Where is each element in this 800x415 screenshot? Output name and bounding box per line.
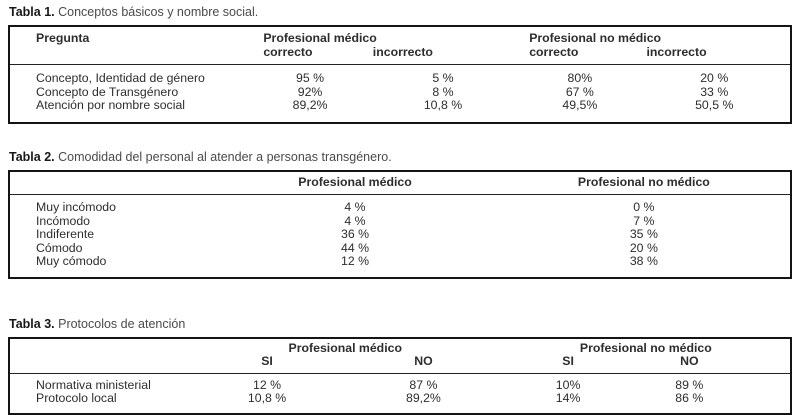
table1-header-profesional-no-medico: Profesional no médico (529, 31, 662, 45)
table3-header: Profesional médico Profesional no médico… (9, 337, 791, 374)
cell-value: 35 % (629, 228, 658, 241)
table-row: Cómodo 44 % 20 % (9, 242, 791, 256)
row-label: Indiferente (36, 228, 95, 241)
table-row: Concepto, Identidad de género 95 % 5 % 8… (9, 65, 791, 86)
table2: Profesional médico Profesional no médico… (8, 169, 792, 279)
cell-value: 89,2% (292, 99, 328, 112)
cell-value: 10,8 % (423, 99, 463, 112)
table3-header-profesional-medico: Profesional médico (288, 340, 402, 355)
cell-value: 36 % (341, 228, 370, 241)
cell-value: 0 % (633, 200, 655, 214)
table2-label: Tabla 2. (9, 149, 55, 164)
table3-title: Tabla 3. Protocolos de atención (8, 317, 792, 331)
table3-group-header-row: Profesional médico Profesional no médico (9, 337, 791, 374)
cell-value: 38 % (629, 255, 658, 268)
spacer-cell (744, 392, 791, 414)
cell-value: 50,5 % (695, 99, 734, 112)
cell-value: 12 % (253, 377, 282, 392)
table1-caption: Conceptos básicos y nombre social. (58, 5, 259, 19)
row-label: Atención por nombre social (36, 99, 186, 112)
cell-value: 12 % (341, 255, 370, 268)
table2-body: Muy incómodo 4 % 0 % Incómodo 4 % 7 % In… (9, 195, 791, 278)
table2-section: Tabla 2. Comodidad del personal al atend… (8, 150, 792, 279)
cell-value: 4 % (344, 200, 366, 214)
table1-section: Tabla 1. Conceptos básicos y nombre soci… (8, 5, 792, 124)
cell-value: 95 % (296, 71, 325, 85)
table1-title: Tabla 1. Conceptos básicos y nombre soci… (8, 5, 792, 19)
row-label: Concepto de Transgénero (36, 85, 179, 99)
table2-header-row: Profesional médico Profesional no médico (9, 170, 791, 195)
table3-subheader-si-no-medico: SI (501, 355, 635, 374)
table3-subheader-no-medico: NO (345, 355, 502, 374)
table-row: Incómodo 4 % 7 % (9, 215, 791, 229)
table2-header-profesional-no-medico: Profesional no médico (497, 170, 791, 195)
cell-value: 89,2% (406, 392, 441, 405)
row-label: Cómodo (36, 241, 83, 255)
table-row: Muy incómodo 4 % 0 % (9, 195, 791, 215)
table2-header: Profesional médico Profesional no médico (9, 170, 791, 195)
table1-subheader-incorrecto-medico: incorrecto (364, 45, 522, 65)
row-label: Normativa ministerial (36, 377, 151, 392)
table-row: Concepto de Transgénero 92% 8 % 67 % 33 … (9, 86, 791, 100)
table3: Profesional médico Profesional no médico… (8, 336, 792, 415)
row-label: Protocolo local (36, 392, 117, 405)
cell-value: 33 % (700, 85, 729, 99)
table2-title: Tabla 2. Comodidad del personal al atend… (8, 150, 792, 164)
row-label: Incómodo (36, 214, 91, 228)
cell-value: 20 % (700, 71, 729, 85)
cell-value: 86 % (675, 392, 704, 405)
table-row: Normativa ministerial 12 % 87 % 10% 89 % (9, 373, 791, 392)
cell-value: 4 % (344, 214, 366, 228)
table1-header: Pregunta Profesional médico Profesional … (9, 26, 791, 65)
table3-body: Normativa ministerial 12 % 87 % 10% 89 %… (9, 373, 791, 414)
cell-value: 44 % (341, 241, 370, 255)
table1-label: Tabla 1. (9, 5, 55, 19)
row-label: Concepto, Identidad de género (36, 71, 205, 85)
spacer-cell (744, 355, 791, 374)
row-label: Muy cómodo (36, 255, 107, 268)
table1-header-profesional-medico: Profesional médico (263, 31, 377, 45)
table3-header-profesional-no-medico: Profesional no médico (579, 340, 712, 355)
table1-subheader-correcto-medico: correcto (255, 45, 365, 65)
cell-value: 89 % (675, 377, 704, 392)
table3-section: Tabla 3. Protocolos de atención Profesio… (8, 317, 792, 415)
table-row: Atención por nombre social 89,2% 10,8 % … (9, 99, 791, 123)
table-row: Protocolo local 10,8 % 89,2% 14% 86 % (9, 392, 791, 414)
cell-value: 67 % (565, 85, 594, 99)
cell-value: 14% (555, 392, 581, 405)
cell-value: 87 % (409, 377, 438, 392)
table1-header-pregunta: Pregunta (9, 26, 256, 65)
table2-header-blank (9, 170, 213, 195)
table3-sub-header-row: SI NO SI NO (9, 355, 791, 374)
table3-subheader-si-medico: SI (188, 355, 346, 374)
table-row: Indiferente 36 % 35 % (9, 228, 791, 242)
row-label: Muy incómodo (36, 200, 116, 214)
cell-value: 49,5% (562, 99, 598, 112)
table2-caption: Comodidad del personal al atender a pers… (58, 149, 392, 164)
table3-label: Tabla 3. (9, 316, 55, 331)
cell-value: 10,8 % (247, 392, 287, 405)
table3-caption: Protocolos de atención (58, 316, 186, 331)
cell-value: 20 % (629, 241, 658, 255)
table1-group-header-row: Pregunta Profesional médico Profesional … (9, 26, 791, 65)
cell-value: 80% (567, 71, 593, 85)
cell-value: 10% (555, 377, 581, 392)
cell-value: 7 % (633, 214, 655, 228)
spacer-cell (744, 373, 791, 392)
cell-value: 5 % (432, 71, 454, 85)
cell-value: 92% (297, 85, 323, 99)
table3-subheader-no-no-medico: NO (634, 355, 745, 374)
table1-body: Concepto, Identidad de género 95 % 5 % 8… (9, 65, 791, 123)
cell-value: 8 % (432, 85, 454, 99)
table1-sub-header-row: correcto incorrecto correcto incorrecto (9, 45, 791, 65)
table3-header-blank (9, 337, 189, 374)
table-row: Muy cómodo 12 % 38 % (9, 255, 791, 278)
table1-subheader-incorrecto-no-medico: incorrecto (638, 45, 791, 65)
table1: Pregunta Profesional médico Profesional … (8, 25, 792, 124)
table2-header-profesional-medico: Profesional médico (212, 170, 498, 195)
table1-subheader-correcto-no-medico: correcto (521, 45, 639, 65)
